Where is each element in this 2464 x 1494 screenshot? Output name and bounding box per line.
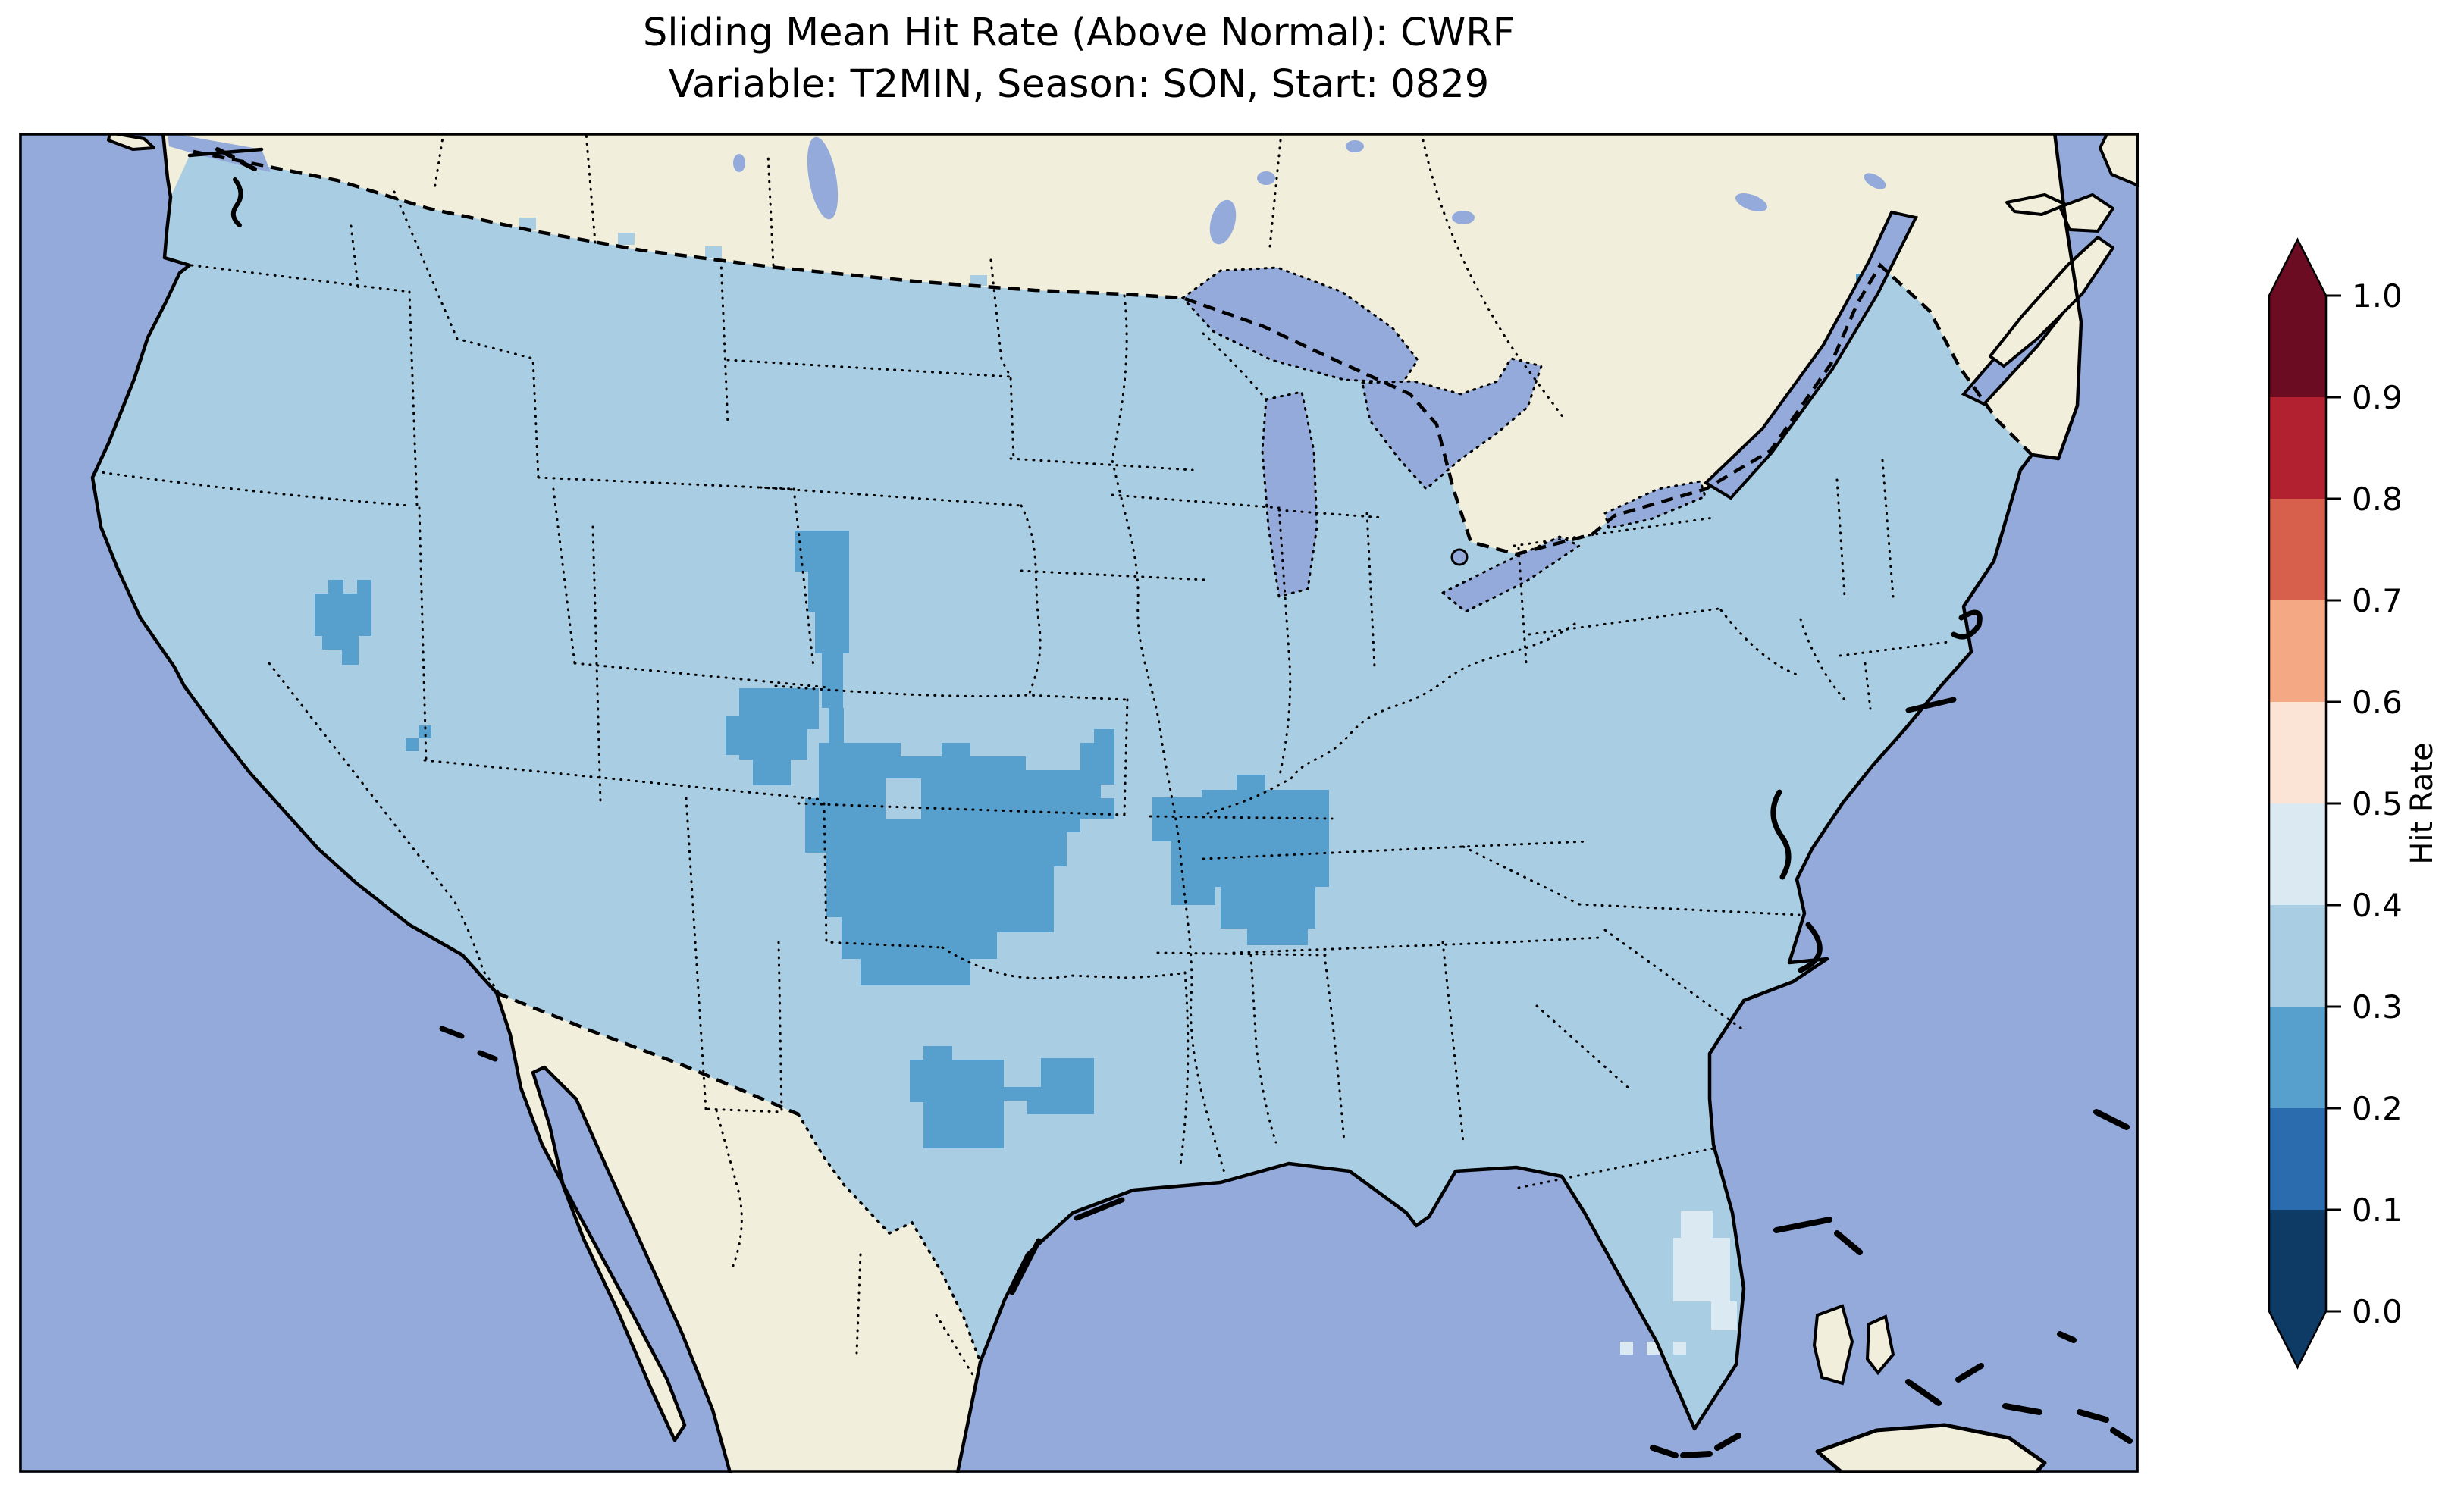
tick-0.1: 0.1 — [2352, 1192, 2403, 1229]
tick-0.8: 0.8 — [2352, 481, 2403, 518]
florida-keys — [1650, 1433, 1741, 1458]
channel-island-1 — [439, 1026, 465, 1039]
channel-island-2 — [477, 1050, 498, 1062]
newfoundland-corner — [2099, 133, 2139, 187]
country-borders — [193, 149, 2033, 1364]
colorbar-segment — [2269, 1007, 2326, 1108]
atlantic-canada-islands — [107, 133, 2139, 368]
colorbar-segment — [2269, 499, 2326, 600]
colorbar-arrow-top — [2269, 240, 2326, 296]
us-mexico-border — [496, 991, 799, 1117]
lake-st-clair — [1450, 548, 1469, 566]
tick-0.4: 0.4 — [2352, 887, 2403, 924]
colorbar-segment — [2269, 702, 2326, 803]
tick-0.5: 0.5 — [2352, 785, 2403, 822]
map-canvas — [19, 133, 2139, 1473]
chesapeake-squiggle — [1770, 789, 1792, 880]
colorbar-arrow-bottom — [2269, 1311, 2326, 1367]
tick-0.2: 0.2 — [2352, 1090, 2403, 1127]
st-lawrence-river — [1703, 210, 1918, 500]
coastal-islands — [439, 609, 1983, 1295]
colorbar-segment — [2269, 803, 2326, 905]
colorbar-tick-marks — [2326, 294, 2341, 1313]
tick-0.9: 0.9 — [2352, 379, 2403, 416]
colorbar-segment — [2269, 600, 2326, 702]
pacific-baja-coast — [90, 133, 732, 1473]
andros-island — [1812, 1304, 1854, 1386]
lake-michigan — [1261, 390, 1318, 598]
title-line-2: Variable: T2MIN, Season: SON, Start: 082… — [668, 62, 1490, 107]
title-line-1: Sliding Mean Hit Rate (Above Normal): CW… — [643, 11, 1515, 55]
tick-0.0: 0.0 — [2352, 1293, 2403, 1330]
cape-cod-hook — [1951, 609, 1983, 640]
prince-edward-island — [2005, 193, 2067, 216]
colorbar-segment — [2269, 397, 2326, 499]
colorbar-segment — [2269, 1108, 2326, 1210]
colorbar-axis-label: Hit Rate — [2405, 742, 2440, 864]
tick-0.6: 0.6 — [2352, 684, 2403, 721]
figure-title: Sliding Mean Hit Rate (Above Normal): CW… — [19, 8, 2139, 111]
colorbar-segment — [2269, 1210, 2326, 1311]
strait-coast — [187, 147, 264, 158]
lake-ontario — [1603, 480, 1707, 530]
cape-breton — [2058, 193, 2114, 233]
vancouver-island-tip — [107, 133, 155, 151]
coastlines — [90, 133, 2083, 1473]
state-borders — [94, 133, 1950, 1385]
nova-scotia — [1989, 236, 2114, 368]
colorbar: 1.0 0.9 0.8 0.7 0.6 0.5 0.4 0.3 0.2 0.1 … — [2268, 237, 2440, 1370]
lake-superior — [1180, 266, 1419, 384]
map-frame — [19, 133, 2139, 1473]
lake-erie — [1440, 535, 1582, 613]
gulf-atlantic-coast — [955, 133, 2083, 1473]
canada-lakes — [733, 136, 1998, 390]
tick-1.0: 1.0 — [2352, 277, 2403, 315]
raster-step-cells — [519, 218, 987, 286]
tick-0.3: 0.3 — [2352, 988, 2403, 1026]
colorbar-segment — [2269, 296, 2326, 397]
colorbar-segment — [2269, 905, 2326, 1007]
bahamas-slivers — [1773, 1109, 2133, 1444]
tick-0.7: 0.7 — [2352, 582, 2403, 619]
long-island — [1905, 697, 1957, 713]
outer-banks — [1798, 922, 1823, 973]
low-hit-rate-patches — [315, 274, 1870, 1148]
pale-hit-rate-patches — [1620, 1211, 1737, 1355]
bahamas-beige — [1812, 1304, 1895, 1386]
cuba — [1815, 1423, 2047, 1473]
eleuthera-island — [1865, 1314, 1895, 1376]
texas-barrier-2 — [1074, 1197, 1125, 1221]
colorbar-tick-labels: 1.0 0.9 0.8 0.7 0.6 0.5 0.4 0.3 0.2 0.1 … — [2352, 277, 2403, 1330]
